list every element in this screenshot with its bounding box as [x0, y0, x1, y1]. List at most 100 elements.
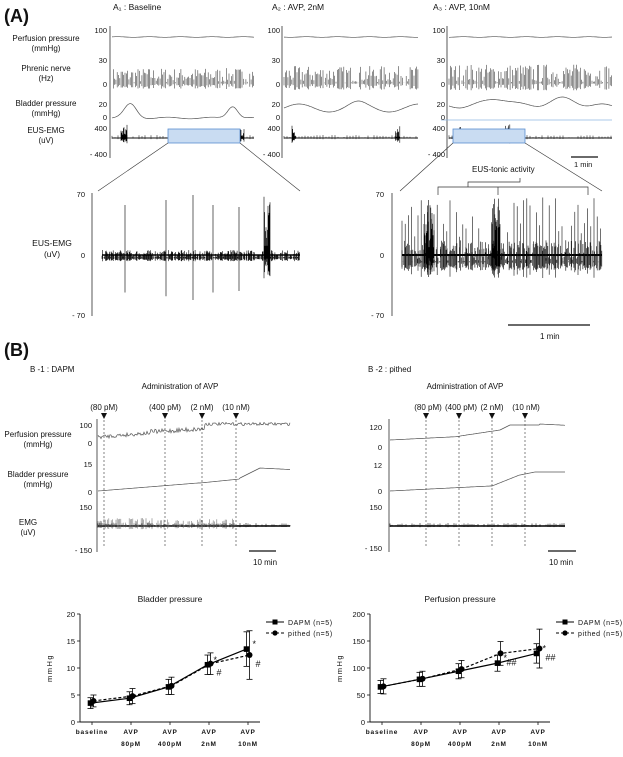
- b1-unit-bladder: (mmHg): [24, 480, 53, 489]
- b2-title: B -2 : pithed: [368, 365, 411, 374]
- row-unit-perfusion: (mmHg): [32, 44, 61, 53]
- scale-label-top: 1 min: [574, 160, 592, 169]
- zoom-line-right-1: [399, 142, 454, 192]
- zoom-left-tick-70: 70: [77, 190, 85, 199]
- a2-tick-0a: 0: [276, 80, 280, 89]
- panel-a-label: (A): [4, 6, 29, 26]
- b1-unit-perfusion: (mmHg): [24, 440, 53, 449]
- x-tick-label-dose: 10nM: [528, 741, 548, 748]
- a-eus-burst-0: [120, 124, 128, 144]
- legend-label: DAPM (n=5): [288, 620, 333, 627]
- x-tick-label: AVP: [123, 729, 138, 736]
- a3-tick-100: 100: [432, 26, 445, 35]
- significance-mark: ##: [546, 653, 556, 663]
- x-tick-label: AVP: [162, 729, 177, 736]
- y-tick-label: 20: [67, 610, 75, 619]
- data-point: [536, 645, 543, 652]
- x-tick-label-dose: 2nM: [491, 741, 506, 748]
- zoom-unit-eus: (uV): [44, 249, 60, 259]
- data-point: [458, 666, 465, 673]
- legend-marker: [272, 619, 278, 625]
- zoom-right-burst-1: [423, 200, 435, 277]
- y-tick-label: 5: [71, 691, 75, 700]
- b2-bladder-trace: [389, 471, 565, 492]
- b1-arrow-2: [162, 413, 168, 419]
- legend-marker: [562, 630, 568, 636]
- a-eus-noise-1: [283, 135, 417, 140]
- a2-tick-400: 400: [267, 124, 280, 133]
- dose-guides: [103, 420, 526, 548]
- zoom-left-noise: [101, 250, 300, 262]
- data-point: [419, 675, 426, 682]
- b1-tick-15: 15: [84, 460, 92, 469]
- data-point: [168, 682, 175, 689]
- b2-dose-2nm: (2 nM): [480, 403, 503, 412]
- data-point: [129, 693, 136, 700]
- zoom-box-baseline: [167, 128, 241, 144]
- data-point: [497, 650, 504, 657]
- a-perfusion-trace-2: [449, 36, 613, 38]
- a3-tick-20: 20: [437, 100, 445, 109]
- a1-tick-0a: 0: [103, 80, 107, 89]
- y-tick-label: 0: [361, 718, 365, 727]
- significance-mark: *: [214, 655, 218, 665]
- data-point: [90, 697, 97, 704]
- x-tick-label: AVP: [491, 729, 506, 736]
- y-tick-label: 200: [352, 610, 365, 619]
- y-axis-label: mmHg: [335, 654, 344, 682]
- zoom-right-tick-70: 70: [376, 190, 384, 199]
- b2-arrow-4: [522, 413, 528, 419]
- a2-tick-0b: 0: [276, 113, 280, 122]
- x-tick-label-dose: 10nM: [238, 741, 258, 748]
- legend-label: pithed (n=5): [578, 631, 623, 638]
- significance-mark: *: [504, 653, 508, 663]
- significance-mark: *: [543, 643, 547, 653]
- b1-label-perfusion: Perfusion pressure: [4, 430, 72, 439]
- b1-scale-label: 10 min: [253, 558, 277, 567]
- y-tick-label: 100: [352, 664, 365, 673]
- b2-tick-12: 12: [374, 461, 382, 470]
- data-point: [494, 660, 501, 666]
- series-line: [93, 654, 250, 702]
- a-eus-burst-3: [394, 126, 401, 143]
- b2-arrow-3: [489, 413, 495, 419]
- b1-label-bladder: Bladder pressure: [8, 470, 69, 479]
- row-unit-phrenic: (Hz): [38, 74, 53, 83]
- b2-admin-label: Administration of AVP: [427, 382, 504, 391]
- zoom-right-tick-0: 0: [380, 251, 384, 260]
- tonic-activity-bracket: [437, 178, 589, 195]
- chart-title: Bladder pressure: [138, 594, 203, 604]
- b1-dose-80pm: (80 pM): [90, 403, 118, 412]
- x-tick-label: AVP: [413, 729, 428, 736]
- b1-emg-noise-2: [97, 523, 291, 528]
- x-tick-label: AVP: [530, 729, 545, 736]
- a1-tick-20: 20: [99, 100, 107, 109]
- zoom-right-burst-2: [491, 198, 501, 278]
- b2-dose-80pm: (80 pM): [414, 403, 442, 412]
- data-point: [455, 668, 462, 675]
- x-tick-label-dose: 400pM: [158, 741, 182, 748]
- b2-scale-label: 10 min: [549, 558, 573, 567]
- zoom-line-left-2: [239, 142, 301, 192]
- data-point: [87, 700, 94, 706]
- data-point: [533, 650, 540, 657]
- b1-emg-noise: [97, 518, 236, 530]
- b1-arrow-4: [233, 413, 239, 419]
- zoom-left-burst: [263, 196, 271, 279]
- x-tick-label: baseline: [76, 729, 108, 736]
- significance-mark: #: [256, 659, 261, 669]
- a3-tick-400: 400: [432, 124, 445, 133]
- series-line: [90, 648, 247, 704]
- row-label-phrenic: Phrenic nerve: [21, 64, 71, 73]
- a-eus-burst-2: [291, 125, 296, 143]
- y-tick-label: 150: [352, 637, 365, 646]
- data-point: [126, 695, 133, 702]
- b2-tick-0b: 0: [378, 487, 382, 496]
- a3-tick-m400: - 400: [428, 150, 445, 159]
- b2-emg-noise: [389, 523, 565, 528]
- b1-dose-2nm: (2 nM): [190, 403, 213, 412]
- significance-mark: ##: [507, 657, 517, 667]
- zoom-left-tick-m70: - 70: [72, 311, 85, 320]
- b1-tick-m150: - 150: [75, 546, 92, 555]
- row-label-bladder: Bladder pressure: [16, 99, 77, 108]
